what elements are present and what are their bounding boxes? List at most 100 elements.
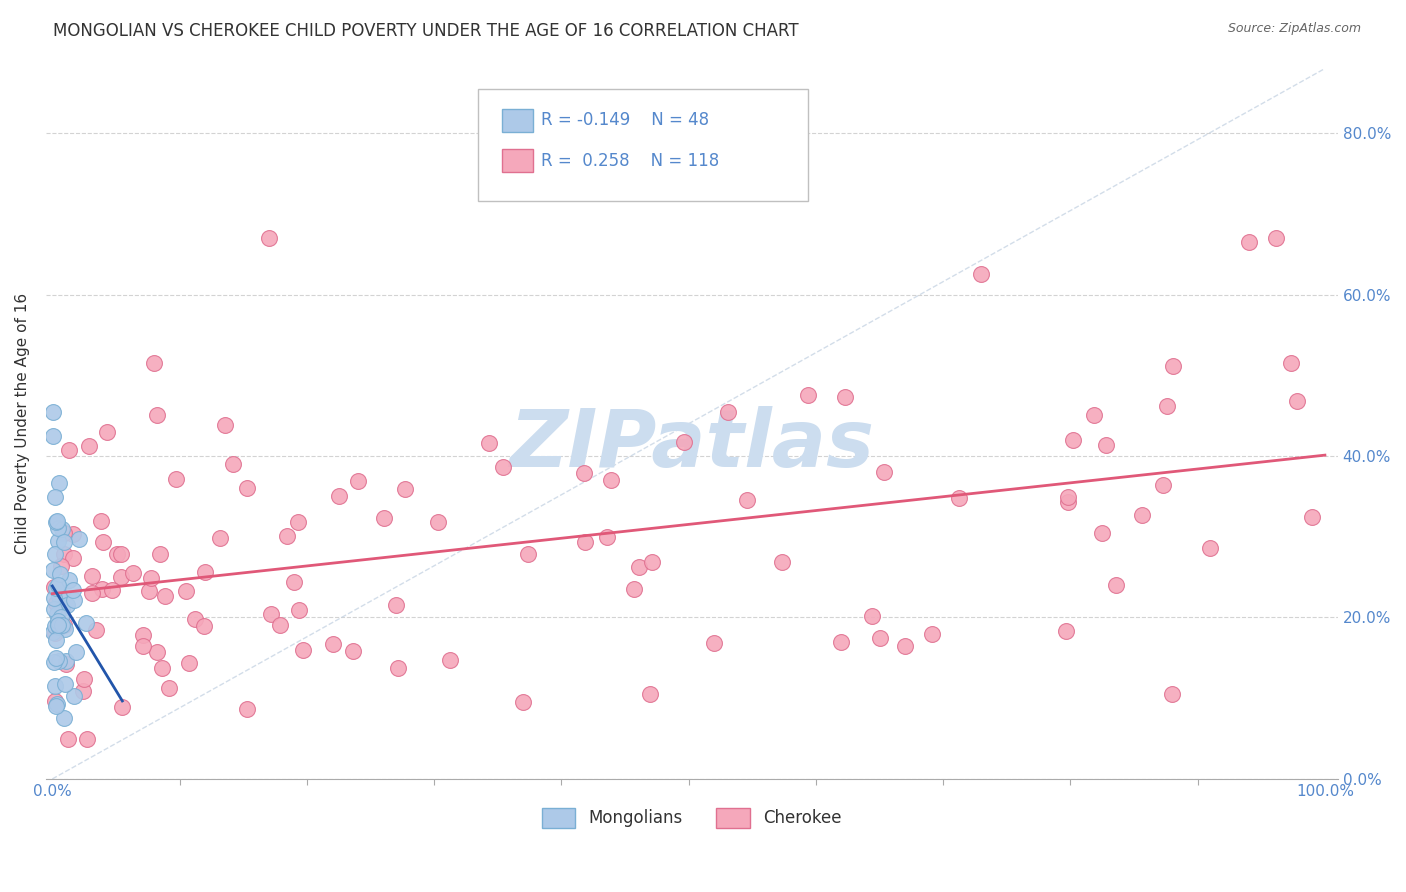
Point: [260, 607, 283, 621]
Point: [49, 619, 72, 633]
Point: [105, 547, 128, 561]
Point: [62, 689, 84, 703]
Point: [46, 521, 69, 535]
Point: [48, 476, 70, 491]
Point: [1237, 235, 1260, 249]
Point: [62, 593, 84, 607]
Point: [79, 439, 101, 453]
Point: [91, 535, 114, 549]
Point: [157, 681, 180, 696]
Point: [44, 602, 66, 616]
Point: [1152, 478, 1174, 492]
Text: MONGOLIAN VS CHEROKEE CHILD POVERTY UNDER THE AGE OF 16 CORRELATION CHART: MONGOLIAN VS CHEROKEE CHILD POVERTY UNDE…: [53, 22, 799, 40]
Point: [45, 632, 67, 647]
Point: [110, 570, 132, 584]
Point: [150, 661, 173, 675]
Point: [53, 676, 76, 690]
Point: [51, 559, 73, 574]
Point: [76, 731, 98, 746]
Point: [222, 458, 245, 472]
Point: [948, 491, 970, 506]
Point: [44, 619, 66, 633]
Point: [1285, 394, 1308, 409]
Text: R =  0.258    N = 118: R = 0.258 N = 118: [541, 152, 720, 169]
Point: [48, 589, 70, 603]
Point: [236, 481, 259, 495]
Point: [492, 459, 515, 474]
Point: [1083, 408, 1105, 422]
Point: [627, 560, 650, 574]
Point: [58, 731, 80, 746]
Text: Source: ZipAtlas.com: Source: ZipAtlas.com: [1227, 22, 1361, 36]
Point: [1301, 510, 1323, 524]
Point: [49, 566, 72, 581]
Point: [770, 555, 793, 569]
Point: [153, 589, 176, 603]
Point: [1105, 578, 1128, 592]
Point: [58, 442, 80, 457]
Point: [142, 355, 165, 369]
Point: [46, 617, 69, 632]
Point: [322, 637, 344, 651]
Point: [146, 408, 169, 422]
Point: [52, 526, 75, 541]
Point: [45, 651, 67, 665]
Point: [1054, 624, 1077, 639]
Point: [51, 601, 73, 615]
Point: [55, 657, 77, 672]
Point: [269, 618, 291, 632]
Point: [894, 639, 917, 653]
Point: [257, 231, 280, 245]
Point: [1062, 433, 1084, 447]
Point: [51, 522, 73, 536]
Point: [328, 489, 350, 503]
Point: [165, 472, 187, 486]
Point: [132, 640, 155, 654]
Point: [703, 636, 725, 650]
Point: [46, 614, 69, 628]
Point: [48, 654, 70, 668]
Point: [45, 607, 67, 622]
Point: [623, 582, 645, 597]
Point: [80, 569, 103, 583]
Point: [385, 599, 408, 613]
Legend: Mongolians, Cherokee: Mongolians, Cherokee: [536, 801, 848, 835]
Point: [44, 694, 66, 708]
Y-axis label: Child Poverty Under the Age of 16: Child Poverty Under the Age of 16: [15, 293, 30, 554]
Point: [45, 596, 67, 610]
Point: [111, 699, 134, 714]
Point: [91, 582, 114, 596]
Point: [517, 547, 540, 561]
Point: [717, 405, 740, 419]
Point: [55, 654, 77, 668]
Point: [1161, 359, 1184, 373]
Point: [830, 634, 852, 648]
Point: [44, 625, 66, 640]
Point: [48, 587, 70, 601]
Point: [342, 644, 364, 658]
Point: [44, 591, 66, 605]
Point: [970, 268, 993, 282]
Point: [347, 474, 370, 488]
Point: [834, 390, 856, 404]
Point: [193, 619, 215, 633]
Point: [45, 581, 67, 595]
Point: [58, 574, 80, 588]
Point: [48, 620, 70, 634]
Point: [46, 577, 69, 591]
Point: [45, 699, 67, 714]
Point: [292, 643, 315, 657]
Point: [1091, 525, 1114, 540]
Point: [53, 617, 76, 632]
Point: [46, 698, 69, 712]
Point: [46, 533, 69, 548]
Point: [46, 514, 69, 528]
Point: [72, 683, 94, 698]
Point: [194, 565, 217, 579]
Point: [44, 490, 66, 504]
Point: [86, 624, 108, 638]
Point: [149, 547, 172, 561]
Point: [53, 547, 76, 561]
Point: [1130, 508, 1153, 523]
Point: [574, 534, 596, 549]
